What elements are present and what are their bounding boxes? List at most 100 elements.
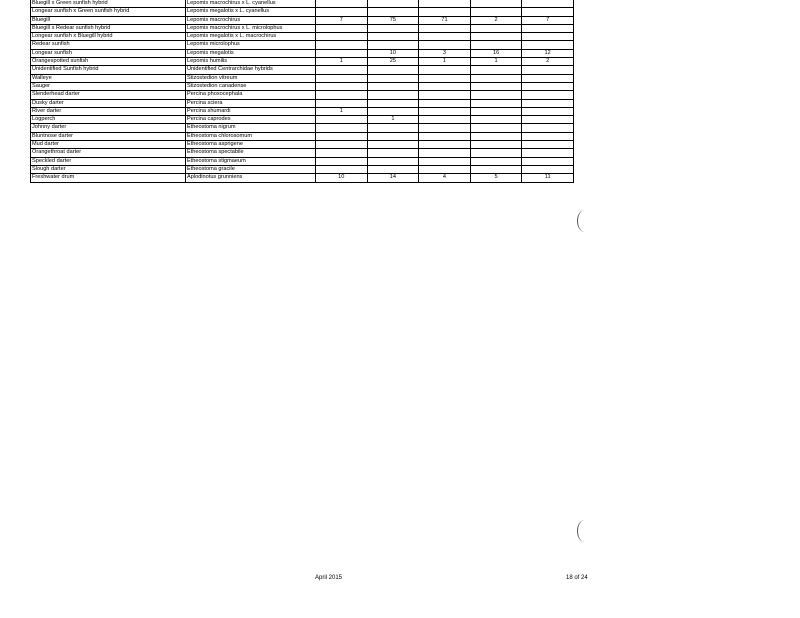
count-cell: 14 — [366, 173, 420, 183]
count-cell — [521, 23, 574, 34]
table-row: Speckled darter Etheostoma stigmaeum — [30, 156, 574, 166]
count-cell — [418, 23, 471, 34]
common-name-cell: Speckled darter — [30, 156, 186, 166]
count-cell — [315, 73, 368, 83]
scientific-name-cell: Lepomis megalotis x L. cyanellus — [185, 7, 316, 17]
scientific-name-cell: Stizostedion vitreum — [185, 73, 316, 83]
count-cell: 10 — [315, 173, 368, 183]
count-cell — [469, 140, 523, 150]
count-cell — [366, 98, 420, 108]
count-cell — [521, 0, 574, 9]
count-cell — [315, 65, 368, 75]
common-name-cell: Bluntnose darter — [30, 131, 186, 142]
count-cell — [418, 140, 471, 150]
table-row: Unidentified Sunfish hybrid Unidentified … — [30, 65, 574, 75]
count-cell — [315, 7, 368, 17]
count-cell — [521, 40, 574, 50]
table-row: Slenderhead darter Percina phoxocephala — [30, 90, 574, 100]
count-cell — [366, 23, 420, 34]
table-row: Logperch Percina caprodes 1 — [30, 115, 574, 125]
count-cell — [469, 7, 523, 17]
count-cell — [366, 7, 420, 17]
binding-hole-mark — [577, 520, 592, 542]
count-cell — [315, 0, 368, 9]
count-cell — [315, 156, 368, 166]
count-cell — [315, 131, 368, 142]
count-cell — [366, 90, 420, 100]
common-name-cell: Logperch — [30, 115, 186, 125]
table-row: Longear sunfish x Green sunfish hybrid Le… — [30, 7, 574, 17]
count-cell — [418, 98, 471, 108]
scientific-name-cell: Lepomis macrochirus x L. cyanellus — [185, 0, 316, 9]
count-cell: 7 — [521, 15, 574, 25]
count-cell — [418, 106, 471, 117]
table-row: Dusky darter Percina sciera — [30, 98, 574, 108]
count-cell — [315, 140, 368, 150]
count-cell — [315, 81, 368, 92]
count-cell — [469, 0, 523, 9]
common-name-cell: Orangespotted sunfish — [30, 57, 186, 67]
scientific-name-cell: Etheostoma chlorosomum — [185, 131, 316, 142]
count-cell: 75 — [366, 15, 420, 25]
count-cell — [521, 73, 574, 83]
count-cell — [366, 131, 420, 142]
count-cell — [418, 0, 471, 9]
count-cell — [521, 32, 574, 42]
scientific-name-cell: Lepomis macrochirus — [185, 15, 316, 25]
count-cell — [315, 40, 368, 50]
count-cell — [315, 90, 368, 100]
common-name-cell: Slenderhead darter — [30, 90, 186, 100]
scientific-name-cell: Lepomis microlophus — [185, 40, 316, 50]
table-row: Mud darter Etheostoma asprigene — [30, 140, 574, 150]
count-cell — [521, 148, 574, 158]
scientific-name-cell: Percina sciera — [185, 98, 316, 108]
common-name-cell: Bluegill — [30, 15, 186, 25]
count-cell — [418, 164, 471, 175]
footer-page-number: 18 of 24 — [566, 575, 588, 581]
count-cell — [418, 65, 471, 75]
count-cell — [469, 106, 523, 117]
common-name-cell: Sauger — [30, 81, 186, 92]
count-cell — [418, 40, 471, 50]
count-cell — [521, 156, 574, 166]
species-table: Bluegill x Green sunfish hybrid Lepomis m… — [30, 0, 574, 183]
table-row: Walleye Stizostedion vitreum — [30, 73, 574, 83]
count-cell — [366, 32, 420, 42]
table-row: Sauger Stizostedion canadense — [30, 81, 574, 92]
count-cell — [469, 123, 523, 133]
count-cell — [469, 65, 523, 75]
count-cell — [366, 65, 420, 75]
common-name-cell: Bluegill x Redear sunfish hybrid — [30, 23, 186, 34]
count-cell — [315, 98, 368, 108]
count-cell — [366, 0, 420, 9]
count-cell — [418, 115, 471, 125]
scientific-name-cell: Etheostoma nigrum — [185, 123, 316, 133]
count-cell — [521, 123, 574, 133]
scientific-name-cell: Percina phoxocephala — [185, 90, 316, 100]
count-cell — [315, 23, 368, 34]
scientific-name-cell: Unidentified Centrarchidae hybrids — [185, 65, 316, 75]
table-row: Longear sunfish x Bluegill hybrid Lepomis… — [30, 32, 574, 42]
count-cell — [315, 32, 368, 42]
count-cell — [469, 164, 523, 175]
common-name-cell: Johnny darter — [30, 123, 186, 133]
count-cell — [315, 123, 368, 133]
scientific-name-cell: Lepomis megalotis — [185, 48, 316, 59]
count-cell — [469, 156, 523, 166]
count-cell — [315, 48, 368, 59]
count-cell — [521, 164, 574, 175]
count-cell — [418, 131, 471, 142]
count-cell — [366, 123, 420, 133]
table-row: Bluegill Lepomis macrochirus 7 75 71 2 7 — [30, 15, 574, 25]
count-cell — [521, 90, 574, 100]
count-cell — [521, 115, 574, 125]
scientific-name-cell: Stizostedion canadense — [185, 81, 316, 92]
table-row: Bluegill x Redear sunfish hybrid Lepomis … — [30, 23, 574, 34]
count-cell — [418, 90, 471, 100]
count-cell — [366, 164, 420, 175]
table-row: Redear sunfish Lepomis microlophus — [30, 40, 574, 50]
table-row: Slough darter Etheostoma gracile — [30, 164, 574, 175]
count-cell — [366, 140, 420, 150]
common-name-cell: Longear sunfish x Green sunfish hybrid — [30, 7, 186, 17]
count-cell — [469, 90, 523, 100]
